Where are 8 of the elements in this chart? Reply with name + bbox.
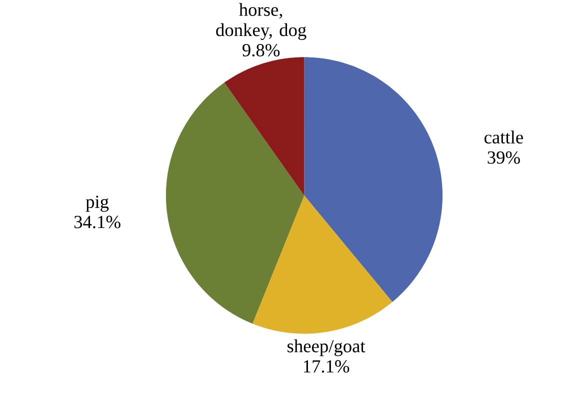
data-label: 17.1% (304, 360, 350, 372)
data-label: 9.8% (242, 44, 280, 56)
slice-label: horse, donkey, dog (216, 2, 306, 40)
data-label: 34.1% (74, 216, 120, 228)
slice-label: cattle (484, 130, 523, 144)
slice-label: pig (86, 195, 109, 212)
slice-label: sheep/goat (288, 339, 366, 356)
data-label: 39% (488, 151, 520, 164)
